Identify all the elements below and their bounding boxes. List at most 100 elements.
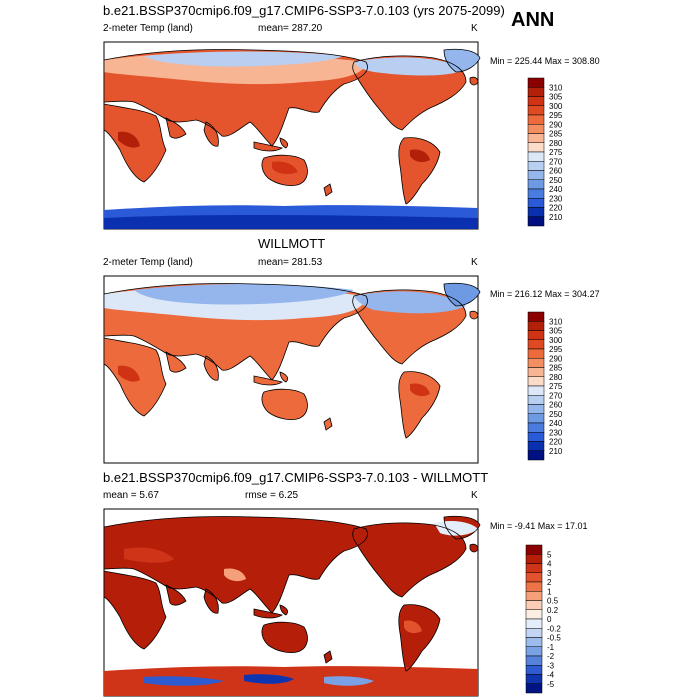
colorbar-tick-label: 210 xyxy=(549,447,563,456)
colorbar-tick-label: 240 xyxy=(549,419,563,428)
colorbar-swatch xyxy=(525,609,543,620)
colorbar-swatch xyxy=(525,655,543,666)
colorbar-swatch xyxy=(527,142,545,153)
panel1-units: K xyxy=(471,23,478,34)
colorbar-swatch xyxy=(525,600,543,610)
colorbar-swatch xyxy=(525,646,543,657)
colorbar-swatch xyxy=(527,311,545,322)
colorbar-tick-label: 220 xyxy=(549,438,563,447)
panel3-units: K xyxy=(471,490,478,501)
colorbar-swatch xyxy=(527,358,545,368)
colorbar-tick-label: 2 xyxy=(547,578,552,587)
panel2-title: WILLMOTT xyxy=(258,236,326,251)
panel3-title: b.e21.BSSP370cmip6.f09_g17.CMIP6-SSP3-7.… xyxy=(103,470,489,485)
colorbar-tick-label: 310 xyxy=(549,83,563,92)
colorbar-tick-label: 305 xyxy=(549,93,563,102)
colorbar-swatch xyxy=(527,216,545,227)
colorbar-tick-label: 210 xyxy=(549,213,563,222)
panel2-minmax: Min = 216.12 Max = 304.27 xyxy=(490,289,600,299)
colorbar-tick-label: 0.2 xyxy=(547,606,559,615)
colorbar-swatch xyxy=(527,404,545,414)
colorbar-swatch xyxy=(527,321,545,331)
season-label: ANN xyxy=(511,9,555,31)
colorbar-tick-label: 295 xyxy=(549,345,563,354)
colorbar-tick-label: 300 xyxy=(549,102,563,111)
colorbar-tick-label: 300 xyxy=(549,336,563,345)
colorbar-swatch xyxy=(527,376,545,387)
panel1-minmax: Min = 225.44 Max = 308.80 xyxy=(490,56,600,66)
colorbar-swatch xyxy=(527,151,545,162)
panel1-mean: mean= 287.20 xyxy=(258,23,323,34)
colorbar-tick-label: 1 xyxy=(547,587,552,596)
panel3-mean: mean = 5.67 xyxy=(103,490,159,501)
colorbar-swatch xyxy=(525,674,543,684)
colorbar-swatch xyxy=(527,105,545,116)
colorbar-swatch xyxy=(527,330,545,340)
colorbar-tick-label: 0 xyxy=(547,615,552,624)
colorbar-swatch xyxy=(527,77,545,88)
colorbar-swatch xyxy=(527,339,545,350)
panel2-variable: 2-meter Temp (land) xyxy=(103,257,193,268)
colorbar-swatch xyxy=(527,422,545,433)
colorbar-tick-label: -4 xyxy=(547,671,555,680)
panel1-colorbar: 3103053002952902852802752702602502402302… xyxy=(527,77,563,227)
colorbar-swatch xyxy=(527,124,545,134)
colorbar-tick-label: -1 xyxy=(547,643,555,652)
colorbar-tick-label: 275 xyxy=(549,382,563,391)
colorbar-swatch xyxy=(527,198,545,208)
colorbar-swatch xyxy=(527,348,545,359)
colorbar-swatch xyxy=(527,367,545,377)
colorbar-tick-label: 230 xyxy=(549,194,563,203)
colorbar-tick-label: 260 xyxy=(549,167,563,176)
colorbar-swatch xyxy=(527,161,545,171)
colorbar-tick-label: 4 xyxy=(547,560,552,569)
panel2-colorbar: 3103053002952902852802752702602502402302… xyxy=(527,311,563,461)
colorbar-swatch xyxy=(527,96,545,106)
colorbar-tick-label: 220 xyxy=(549,204,563,213)
colorbar-tick-label: 270 xyxy=(549,157,563,166)
colorbar-tick-label: 260 xyxy=(549,401,563,410)
colorbar-tick-label: -5 xyxy=(547,680,555,689)
colorbar-swatch xyxy=(527,188,545,199)
colorbar-tick-label: 5 xyxy=(547,550,552,559)
colorbar-tick-label: 295 xyxy=(549,111,563,120)
colorbar-swatch xyxy=(525,591,543,601)
colorbar-swatch xyxy=(525,572,543,583)
colorbar-swatch xyxy=(527,87,545,97)
colorbar-swatch xyxy=(525,665,543,675)
colorbar-tick-label: 280 xyxy=(549,139,563,148)
colorbar-tick-label: 305 xyxy=(549,327,563,336)
colorbar-tick-label: -2 xyxy=(547,652,555,661)
colorbar-swatch xyxy=(527,133,545,143)
panel3-map xyxy=(103,508,481,697)
colorbar-swatch xyxy=(527,413,545,424)
colorbar-swatch xyxy=(527,385,545,396)
colorbar-tick-label: 290 xyxy=(549,354,563,363)
colorbar-tick-label: 290 xyxy=(549,120,563,129)
colorbar-swatch xyxy=(525,637,543,647)
colorbar-swatch xyxy=(525,554,543,564)
panel2-units: K xyxy=(471,257,478,268)
colorbar-tick-label: 285 xyxy=(549,130,563,139)
colorbar-swatch xyxy=(525,544,543,555)
colorbar-swatch xyxy=(525,628,543,638)
colorbar-swatch xyxy=(527,450,545,461)
colorbar-tick-label: -3 xyxy=(547,661,555,670)
colorbar-swatch xyxy=(525,683,543,694)
colorbar-swatch xyxy=(527,395,545,405)
colorbar-swatch xyxy=(527,207,545,217)
colorbar-swatch xyxy=(527,432,545,442)
colorbar-tick-label: 250 xyxy=(549,176,563,185)
colorbar-tick-label: 250 xyxy=(549,410,563,419)
colorbar-swatch xyxy=(525,563,543,573)
colorbar-tick-label: -0.5 xyxy=(547,634,561,643)
colorbar-swatch xyxy=(527,441,545,451)
panel2-mean: mean= 281.53 xyxy=(258,257,323,268)
colorbar-tick-label: 3 xyxy=(547,569,552,578)
colorbar-swatch xyxy=(527,170,545,180)
colorbar-tick-label: 275 xyxy=(549,148,563,157)
panel1-variable: 2-meter Temp (land) xyxy=(103,23,193,34)
panel1-map xyxy=(103,41,481,230)
